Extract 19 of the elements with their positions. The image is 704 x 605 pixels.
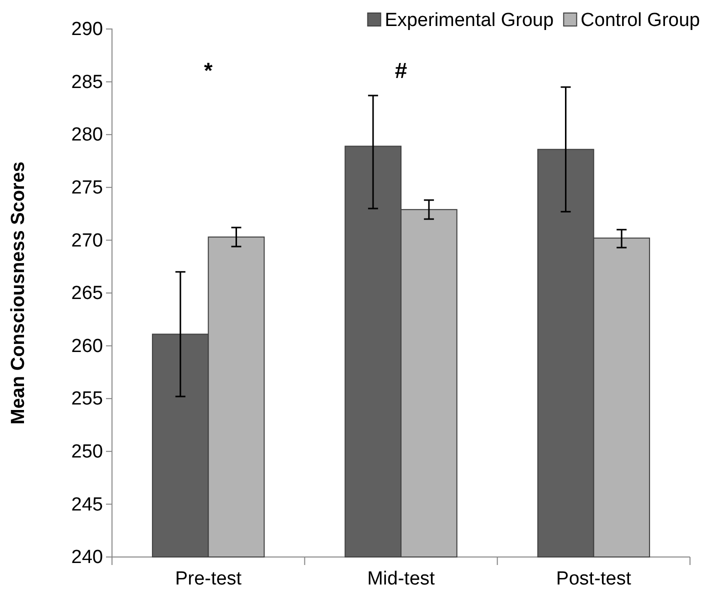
x-tick-label: Mid-test: [367, 568, 436, 590]
annotation: #: [394, 58, 408, 83]
legend-label: Experimental Group: [384, 10, 554, 31]
y-tick-label: 270: [71, 230, 103, 252]
y-tick-label: 280: [71, 124, 103, 146]
y-tick-label: 265: [71, 283, 103, 304]
y-tick-label: 285: [71, 72, 103, 93]
y-tick-label: 250: [71, 441, 103, 462]
annotation: *: [204, 58, 214, 83]
y-tick-label: 240: [71, 547, 103, 568]
y-tick-label: 260: [71, 336, 103, 357]
legend-label: Control Group: [580, 10, 700, 31]
y-tick-label: 275: [71, 177, 103, 198]
x-tick-label: Post-test: [556, 568, 632, 590]
y-tick-label: 245: [71, 494, 103, 516]
y-tick-label: 290: [71, 19, 103, 40]
y-axis-title: Mean Consciousness Scores: [8, 162, 29, 424]
x-tick-label: Pre-test: [175, 568, 242, 590]
y-tick-label: 255: [71, 388, 103, 410]
